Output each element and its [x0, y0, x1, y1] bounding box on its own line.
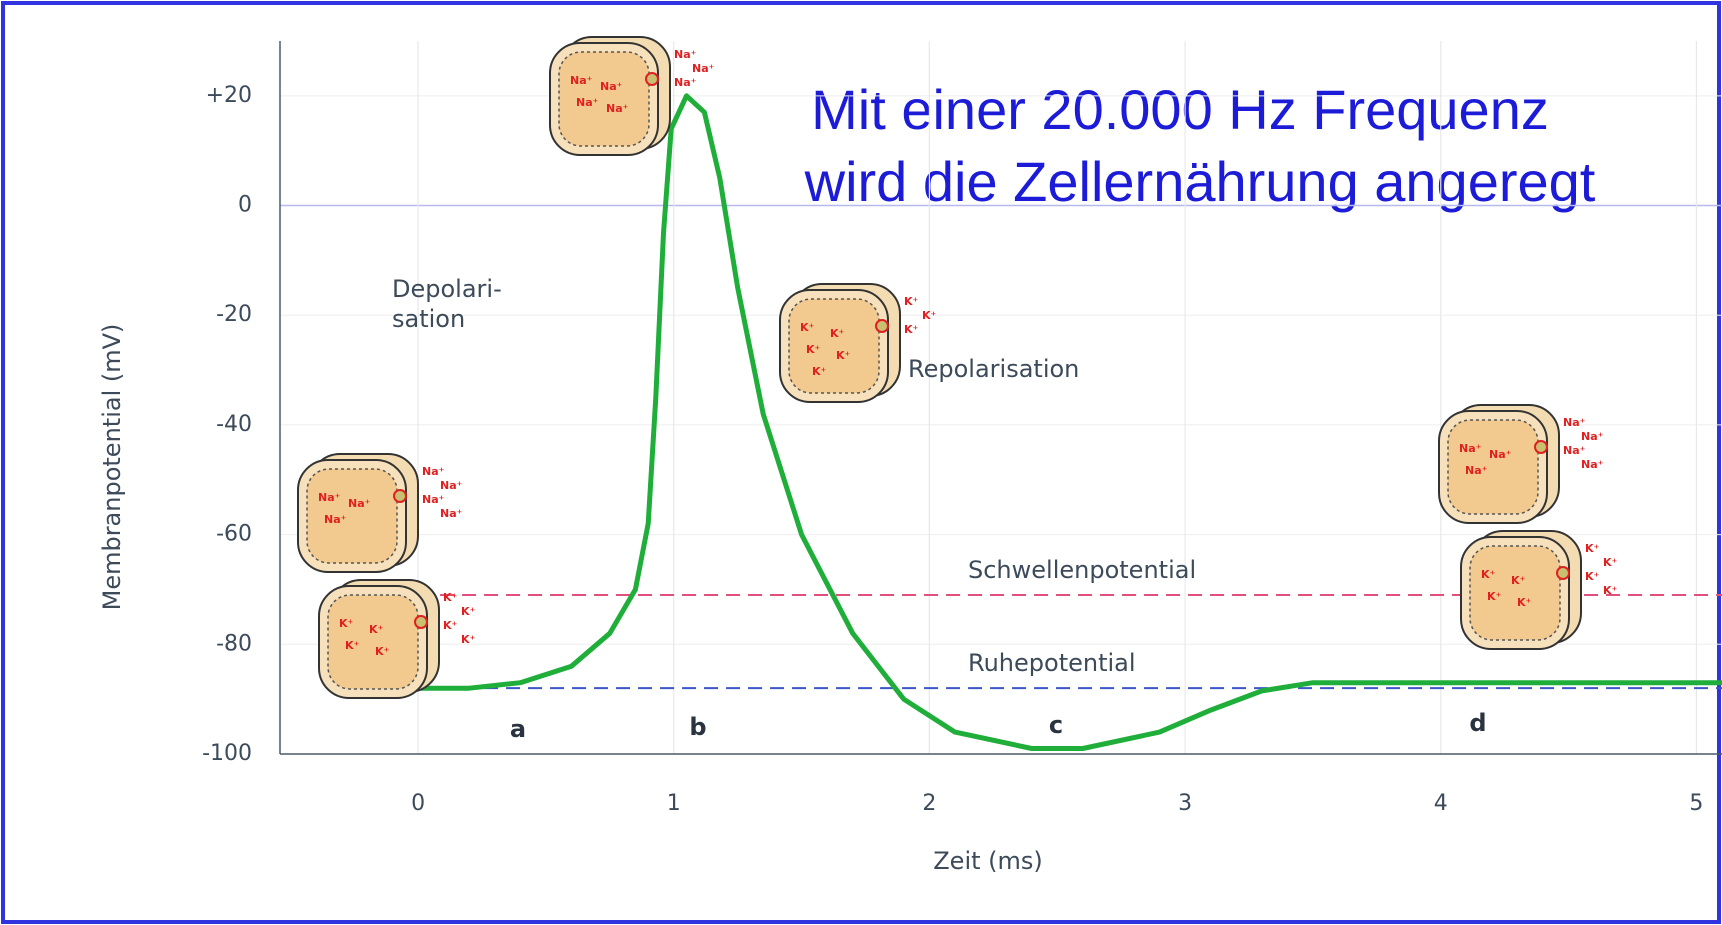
annotation: c: [1049, 711, 1063, 739]
x-tick-label: 3: [1178, 791, 1192, 816]
ion-label: K⁺: [800, 321, 815, 334]
ion-label: K⁺: [375, 645, 390, 658]
ion-label: Na⁺: [422, 465, 445, 478]
ion-label: Na⁺: [318, 491, 341, 504]
ion-label: K⁺: [922, 309, 937, 322]
channel: [1556, 566, 1570, 580]
ion-label: K⁺: [904, 295, 919, 308]
ion-label: Na⁺: [576, 96, 599, 109]
ion-label: Na⁺: [422, 493, 445, 506]
cell-inner: [558, 51, 650, 147]
ion-label: Na⁺: [1563, 416, 1586, 429]
ion-label: Na⁺: [324, 513, 347, 526]
annotation: sation: [392, 305, 465, 333]
ion-label: K⁺: [812, 365, 827, 378]
y-tick-label: -60: [216, 522, 252, 547]
annotation: b: [689, 713, 706, 741]
cell: Na⁺Na⁺Na⁺Na⁺Na⁺Na⁺Na⁺: [1438, 404, 1604, 524]
ion-label: K⁺: [1481, 568, 1496, 581]
channel: [414, 615, 428, 629]
ion-label: K⁺: [1603, 556, 1618, 569]
y-tick-label: -100: [202, 741, 252, 766]
ion-label: K⁺: [904, 323, 919, 336]
ion-label: Na⁺: [1581, 458, 1604, 471]
x-tick-label: 4: [1434, 791, 1448, 816]
y-tick-label: -40: [216, 412, 252, 437]
ion-label: K⁺: [1603, 584, 1618, 597]
ion-label: K⁺: [369, 623, 384, 636]
ion-label: K⁺: [836, 349, 851, 362]
cell: K⁺ K⁺K⁺ K⁺K⁺K⁺K⁺K⁺: [779, 283, 937, 403]
cell-inner: [1469, 545, 1561, 641]
title-line: Mit einer 20.000 Hz Frequenz: [811, 78, 1549, 141]
ion-label: K⁺: [806, 343, 821, 356]
ion-label: K⁺: [443, 619, 458, 632]
ion-label: Na⁺: [440, 479, 463, 492]
cell: K⁺ K⁺K⁺ K⁺K⁺K⁺K⁺K⁺: [318, 579, 476, 699]
ion-label: K⁺: [339, 617, 354, 630]
x-tick-label: 2: [922, 791, 936, 816]
ion-label: Na⁺: [1459, 442, 1482, 455]
ion-label: K⁺: [461, 633, 476, 646]
ion-label: Na⁺: [1489, 448, 1512, 461]
ion-label: K⁺: [1585, 542, 1600, 555]
ion-label: Na⁺: [570, 74, 593, 87]
ion-label: K⁺: [1511, 574, 1526, 587]
y-tick-label: -20: [216, 302, 252, 327]
annotation: d: [1469, 709, 1486, 737]
data-line: [418, 93, 1722, 751]
ion-label: K⁺: [345, 639, 360, 652]
ion-label: Na⁺: [606, 102, 629, 115]
ion-label: K⁺: [1585, 570, 1600, 583]
reference-label: Schwellenpotential: [968, 556, 1196, 584]
y-tick-label: +20: [206, 83, 252, 108]
ion-label: K⁺: [1487, 590, 1502, 603]
annotation: Depolari-: [392, 275, 502, 303]
ion-label: Na⁺: [674, 48, 697, 61]
ion-label: K⁺: [830, 327, 845, 340]
annotation: a: [510, 715, 526, 743]
x-tick-label: 1: [667, 791, 681, 816]
x-tick-label: 5: [1689, 791, 1703, 816]
cell-inner: [788, 298, 880, 394]
cell: Na⁺Na⁺Na⁺Na⁺Na⁺Na⁺Na⁺: [297, 453, 463, 573]
ion-label: Na⁺: [348, 497, 371, 510]
y-axis-label: Membranpotential (mV): [98, 324, 126, 611]
y-tick-label: 0: [238, 193, 252, 218]
channel: [875, 319, 889, 333]
x-axis-label: Zeit (ms): [933, 847, 1043, 875]
channel: [1534, 440, 1548, 454]
title-line: wird die Zellernährung angeregt: [804, 150, 1596, 213]
ion-label: K⁺: [443, 591, 458, 604]
cell-inner: [1447, 419, 1539, 515]
ion-label: Na⁺: [692, 62, 715, 75]
cell-inner: [306, 468, 398, 564]
ion-label: Na⁺: [1563, 444, 1586, 457]
cell: K⁺ K⁺K⁺ K⁺K⁺K⁺K⁺K⁺: [1460, 530, 1618, 650]
ion-label: Na⁺: [1465, 464, 1488, 477]
ion-label: Na⁺: [600, 80, 623, 93]
annotation: Repolarisation: [908, 355, 1079, 383]
y-tick-label: -80: [216, 631, 252, 656]
channel: [645, 72, 659, 86]
channel: [393, 489, 407, 503]
cell-inner: [327, 594, 419, 690]
ion-label: K⁺: [461, 605, 476, 618]
cell: Na⁺Na⁺Na⁺Na⁺Na⁺Na⁺Na⁺: [549, 36, 715, 156]
x-tick-label: 0: [411, 791, 425, 816]
ion-label: K⁺: [1517, 596, 1532, 609]
ion-label: Na⁺: [440, 507, 463, 520]
ion-label: Na⁺: [1581, 430, 1604, 443]
reference-label: Ruhepotential: [968, 649, 1136, 677]
ion-label: Na⁺: [674, 76, 697, 89]
